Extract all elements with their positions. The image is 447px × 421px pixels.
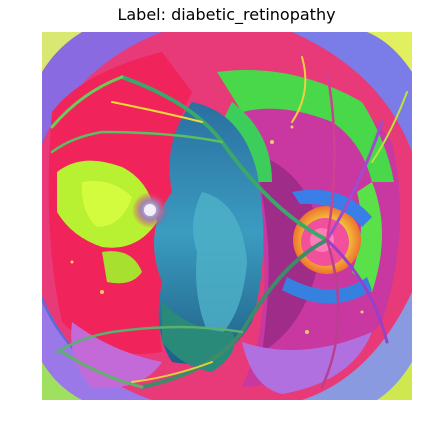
- fundus-image-graphic: [42, 32, 412, 400]
- fundus-image: [42, 32, 412, 400]
- figure-title: Label: diabetic_retinopathy: [117, 5, 336, 24]
